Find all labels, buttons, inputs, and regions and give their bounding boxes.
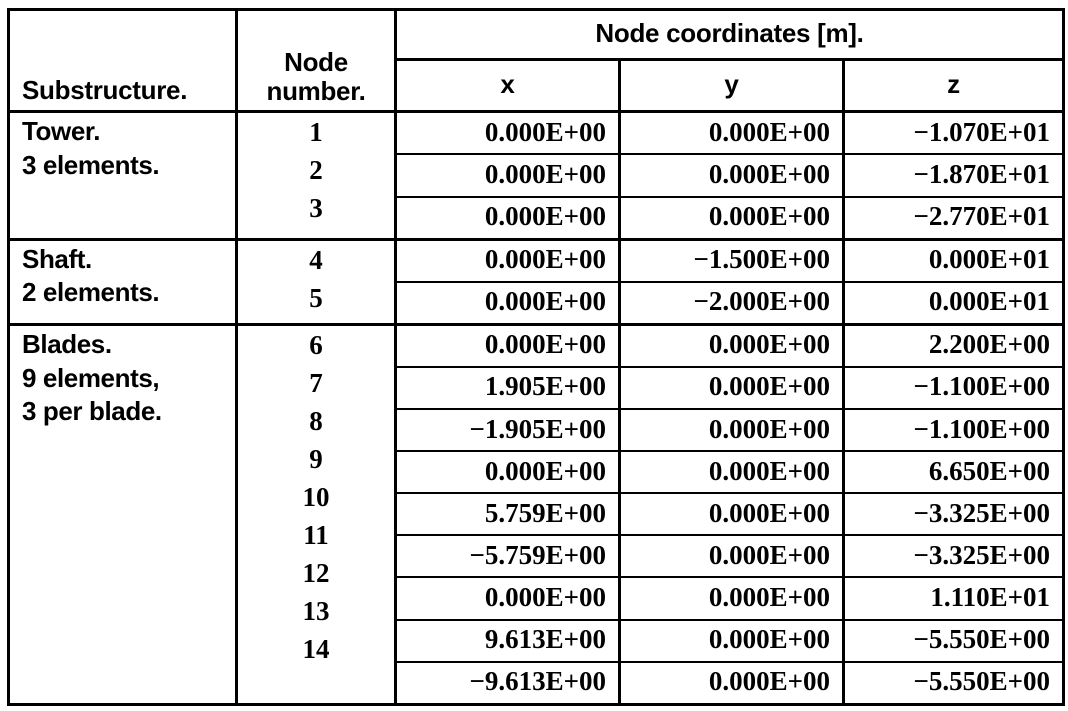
table-row: 0.000E+00 −2.000E+00 0.000E+01 bbox=[9, 280, 1065, 326]
coordinate-x: 0.000E+00 bbox=[394, 195, 621, 241]
substructure-label-line: 3 per blade. bbox=[22, 396, 162, 427]
node-number: 1 bbox=[309, 117, 323, 148]
substructure-label-line: 9 elements, bbox=[22, 362, 160, 393]
coordinate-x: −1.905E+00 bbox=[394, 408, 621, 453]
header-node-number-line2: number. bbox=[266, 76, 366, 107]
coordinate-z: −1.070E+01 bbox=[842, 110, 1065, 156]
coordinate-x: 0.000E+00 bbox=[394, 153, 621, 198]
node-number: 6 bbox=[309, 329, 323, 360]
node-number: 3 bbox=[309, 193, 323, 224]
coordinate-y: 0.000E+00 bbox=[618, 408, 845, 453]
coordinate-y: 0.000E+00 bbox=[618, 618, 845, 663]
coordinate-z: −2.770E+01 bbox=[842, 195, 1065, 241]
coordinate-y: 0.000E+00 bbox=[618, 110, 845, 156]
table-row: −1.905E+00 0.000E+00 −1.100E+00 bbox=[9, 408, 1065, 453]
coordinate-x: 0.000E+00 bbox=[394, 450, 621, 495]
node-coordinates-table-container: Substructure. Node number. Node coordinates… bbox=[7, 7, 1065, 707]
substructure-label: Shaft. 2 elements. bbox=[7, 237, 238, 326]
substructure-label: Tower. 3 elements. bbox=[7, 110, 238, 241]
table-row: 9.613E+00 0.000E+00 −5.550E+00 bbox=[9, 618, 1065, 663]
node-number: 11 bbox=[303, 519, 329, 550]
table-row: 0.000E+00 0.000E+00 6.650E+00 bbox=[9, 450, 1065, 495]
coordinate-y: −1.500E+00 bbox=[618, 237, 845, 283]
coordinate-x: 0.000E+00 bbox=[394, 280, 621, 326]
table-row: 0.000E+00 0.000E+00 1.110E+01 bbox=[9, 576, 1065, 621]
table-row: 0.000E+00 0.000E+00 −2.770E+01 bbox=[9, 195, 1065, 241]
node-number: 2 bbox=[309, 155, 323, 186]
coordinate-z: −5.550E+00 bbox=[842, 660, 1065, 706]
substructure-label-line: Blades. bbox=[22, 328, 112, 359]
substructure-label-line: 2 elements. bbox=[22, 277, 160, 308]
node-number: 4 bbox=[309, 244, 323, 275]
coordinate-z: −5.550E+00 bbox=[842, 618, 1065, 663]
table-row: Blades. 9 elements, 3 per blade. 6 7 8 9 10 11 12… bbox=[7, 322, 1065, 707]
node-number: 12 bbox=[302, 557, 330, 588]
table-row: Shaft. 2 elements. 4 5 0.000E+00 −1.500E+00 0.… bbox=[7, 237, 1065, 326]
node-number: 5 bbox=[309, 282, 323, 313]
header-axis-z: z bbox=[842, 58, 1065, 114]
coordinate-z: 0.000E+01 bbox=[842, 237, 1065, 283]
coordinate-x: 0.000E+00 bbox=[394, 322, 621, 368]
coordinate-y: 0.000E+00 bbox=[618, 660, 845, 706]
coordinate-y: 0.000E+00 bbox=[618, 450, 845, 495]
coordinate-y: 0.000E+00 bbox=[618, 153, 845, 198]
substructure-label: Blades. 9 elements, 3 per blade. bbox=[7, 322, 238, 707]
coordinate-y: 0.000E+00 bbox=[618, 492, 845, 537]
node-number: 7 bbox=[309, 367, 323, 398]
table-row: 0.000E+00 0.000E+00 −1.870E+01 bbox=[9, 153, 1065, 198]
coordinate-z: −1.100E+00 bbox=[842, 365, 1065, 411]
node-number: 14 bbox=[302, 633, 330, 664]
header-substructure: Substructure. bbox=[7, 7, 238, 114]
coordinate-z: 2.200E+00 bbox=[842, 322, 1065, 368]
coordinate-z: 1.110E+01 bbox=[842, 576, 1065, 621]
node-number: 9 bbox=[309, 443, 323, 474]
table-row: −5.759E+00 0.000E+00 −3.325E+00 bbox=[9, 534, 1065, 579]
table-header-row-top: Substructure. Node number. Node coordinates… bbox=[7, 7, 1065, 114]
coordinate-x: 5.759E+00 bbox=[394, 492, 621, 537]
node-number: 8 bbox=[309, 405, 323, 436]
coordinate-z: 0.000E+01 bbox=[842, 280, 1065, 326]
coordinate-y: 0.000E+00 bbox=[618, 534, 845, 579]
coordinate-y: 0.000E+00 bbox=[618, 365, 845, 411]
node-number-cell: 1 2 3 bbox=[235, 110, 397, 241]
table-row: Tower. 3 elements. 1 2 3 0.000E+00 0.000E+00 −1… bbox=[7, 110, 1065, 241]
table-row: −9.613E+00 0.000E+00 −5.550E+00 bbox=[9, 660, 1065, 706]
coordinate-y: −2.000E+00 bbox=[618, 280, 845, 326]
node-number: 13 bbox=[302, 595, 330, 626]
coordinate-z: −1.100E+00 bbox=[842, 408, 1065, 453]
table-row: 1.905E+00 0.000E+00 −1.100E+00 bbox=[9, 365, 1065, 411]
coordinate-z: 6.650E+00 bbox=[842, 450, 1065, 495]
substructure-label-line: Tower. bbox=[22, 116, 101, 147]
node-coordinates-table: Substructure. Node number. Node coordinates… bbox=[7, 7, 1065, 707]
header-node-number: Node number. bbox=[235, 7, 397, 114]
node-number-cell: 6 7 8 9 10 11 12 13 14 bbox=[235, 322, 397, 707]
table-row: 5.759E+00 0.000E+00 −3.325E+00 bbox=[9, 492, 1065, 537]
substructure-label-line: 3 elements. bbox=[22, 150, 160, 181]
header-node-coordinates-group: Node coordinates [m]. bbox=[394, 7, 1065, 62]
coordinate-y: 0.000E+00 bbox=[618, 322, 845, 368]
header-axis-x: x bbox=[394, 58, 621, 114]
coordinate-x: −5.759E+00 bbox=[394, 534, 621, 579]
header-node-number-line1: Node bbox=[284, 47, 348, 78]
coordinate-x: 0.000E+00 bbox=[394, 237, 621, 283]
coordinate-z: −1.870E+01 bbox=[842, 153, 1065, 198]
coordinate-x: 0.000E+00 bbox=[394, 110, 621, 156]
coordinate-x: −9.613E+00 bbox=[394, 660, 621, 706]
coordinate-y: 0.000E+00 bbox=[618, 195, 845, 241]
header-axis-y: y bbox=[618, 58, 845, 114]
node-number: 10 bbox=[302, 481, 330, 512]
coordinate-z: −3.325E+00 bbox=[842, 534, 1065, 579]
substructure-label-line: Shaft. bbox=[22, 243, 92, 274]
coordinate-x: 9.613E+00 bbox=[394, 618, 621, 663]
coordinate-x: 1.905E+00 bbox=[394, 365, 621, 411]
coordinate-y: 0.000E+00 bbox=[618, 576, 845, 621]
coordinate-z: −3.325E+00 bbox=[842, 492, 1065, 537]
coordinate-x: 0.000E+00 bbox=[394, 576, 621, 621]
